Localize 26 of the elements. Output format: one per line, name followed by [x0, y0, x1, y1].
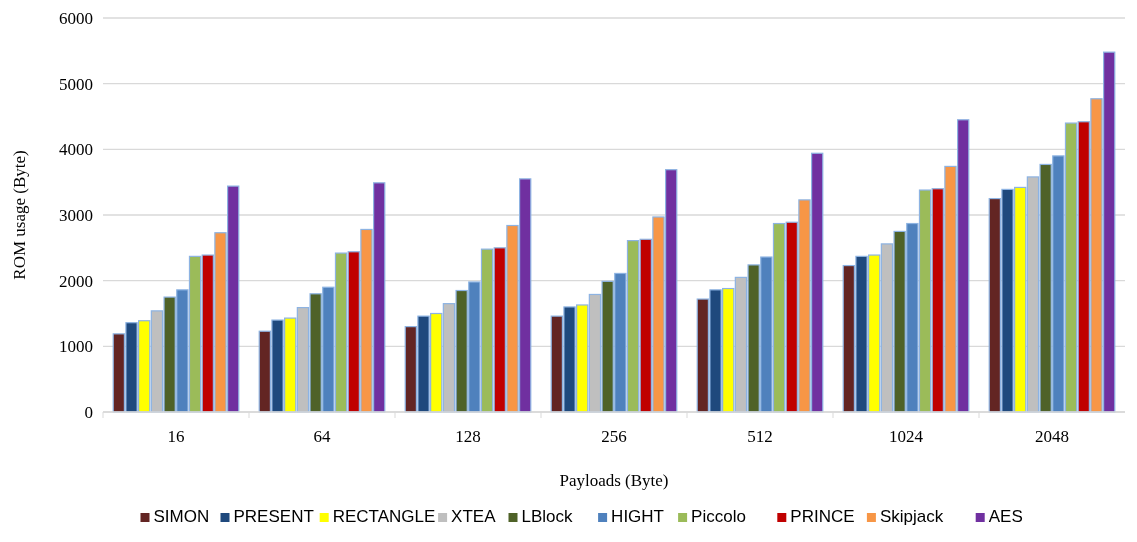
- x-tick-label: 16: [167, 427, 185, 446]
- x-tick-label: 64: [313, 427, 331, 446]
- y-axis-title: ROM usage (Byte): [10, 150, 29, 280]
- legend-label: Skipjack: [879, 507, 944, 526]
- y-tick-label: 1000: [59, 337, 93, 357]
- x-tick-label: 128: [455, 427, 481, 446]
- y-tick-label: 6000: [59, 8, 93, 28]
- x-tick-label: 256: [601, 427, 627, 446]
- x-tick-label: 1024: [889, 427, 924, 446]
- x-tick-label: 512: [747, 427, 773, 446]
- y-tick-label: 2000: [59, 271, 93, 291]
- legend-label: PRINCE: [790, 507, 855, 526]
- legend-label: Piccolo: [691, 507, 746, 526]
- y-tick-label: 4000: [59, 140, 93, 160]
- legend-label: RECTANGLE: [332, 507, 436, 526]
- legend-label: PRESENT: [233, 507, 314, 526]
- y-tick-label: 5000: [59, 74, 93, 94]
- x-tick-label: 2048: [1035, 427, 1069, 446]
- x-axis-title: Payloads (Byte): [559, 471, 669, 490]
- legend-label: XTEA: [451, 507, 497, 526]
- legend-label: AES: [988, 507, 1023, 526]
- legend-label: SIMON: [153, 507, 210, 526]
- legend-label: HIGHT: [611, 507, 664, 526]
- legend-label: LBlock: [521, 507, 574, 526]
- y-tick-label: 0: [84, 402, 93, 422]
- y-tick-label: 3000: [59, 205, 93, 225]
